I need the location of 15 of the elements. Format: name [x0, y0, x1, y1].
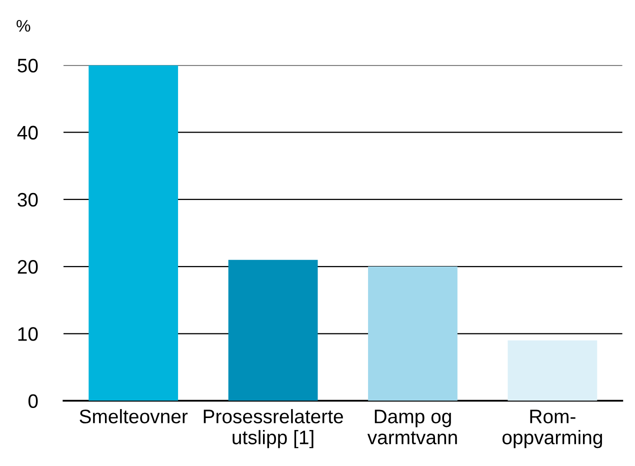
bar — [228, 260, 318, 401]
y-axis-title: % — [16, 20, 30, 32]
bar — [88, 65, 178, 401]
y-tick-label: 40 — [17, 126, 38, 140]
x-tick-label: Rom- oppvarming — [502, 410, 602, 448]
bar — [508, 340, 598, 401]
y-tick-label: 50 — [18, 58, 38, 72]
y-tick-label: 20 — [18, 260, 38, 274]
y-tick-label: 0 — [28, 394, 38, 408]
bar — [368, 266, 458, 401]
x-tick-label: Smelteovner — [80, 409, 188, 424]
y-tick-label: 30 — [18, 192, 38, 207]
x-tick-label: Prosessrelaterte utslipp [1] — [204, 409, 343, 448]
x-tick-label: Damp og varmtvann — [367, 410, 457, 444]
y-tick-label: 10 — [18, 327, 38, 341]
